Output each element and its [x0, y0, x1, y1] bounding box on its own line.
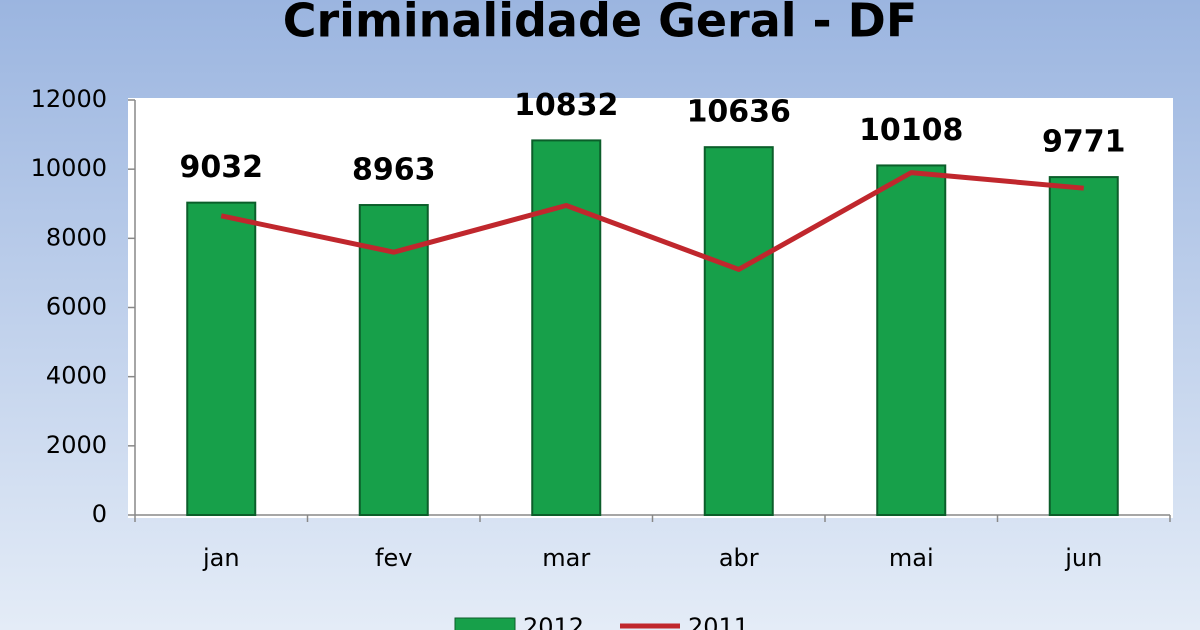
bar [703, 146, 774, 516]
line [220, 170, 1084, 272]
y-tick-label: 12000 [31, 85, 107, 113]
x-tick-label: mar [542, 544, 590, 572]
y-tick-label: 8000 [46, 223, 107, 251]
bar [186, 201, 257, 516]
x-tick-label: fev [375, 544, 412, 572]
bar [531, 139, 602, 516]
value-label: 8963 [352, 153, 436, 188]
bar [358, 204, 429, 517]
legend-label: 2012 [523, 613, 584, 630]
x-tick-label: jan [202, 544, 240, 572]
x-tick-label: mai [889, 544, 934, 572]
y-tick-label: 0 [92, 500, 107, 528]
legend-label: 2011 [688, 613, 749, 630]
value-label: 9771 [1042, 125, 1126, 160]
bar [1048, 176, 1119, 516]
chart-title: Criminalidade Geral - DF [283, 0, 918, 48]
y-tick-label: 4000 [46, 362, 107, 390]
legend-swatch [454, 617, 516, 630]
plot-area [128, 98, 1173, 518]
value-label: 10636 [687, 95, 791, 130]
y-tick-label: 6000 [46, 293, 107, 321]
value-label: 9032 [180, 150, 264, 185]
bar [876, 164, 947, 516]
x-tick-label: jun [1064, 544, 1102, 572]
y-tick-label: 10000 [31, 154, 107, 182]
value-label: 10832 [514, 88, 618, 123]
value-label: 10108 [859, 113, 963, 148]
x-tick-label: abr [719, 544, 759, 572]
y-tick-label: 2000 [46, 431, 107, 459]
